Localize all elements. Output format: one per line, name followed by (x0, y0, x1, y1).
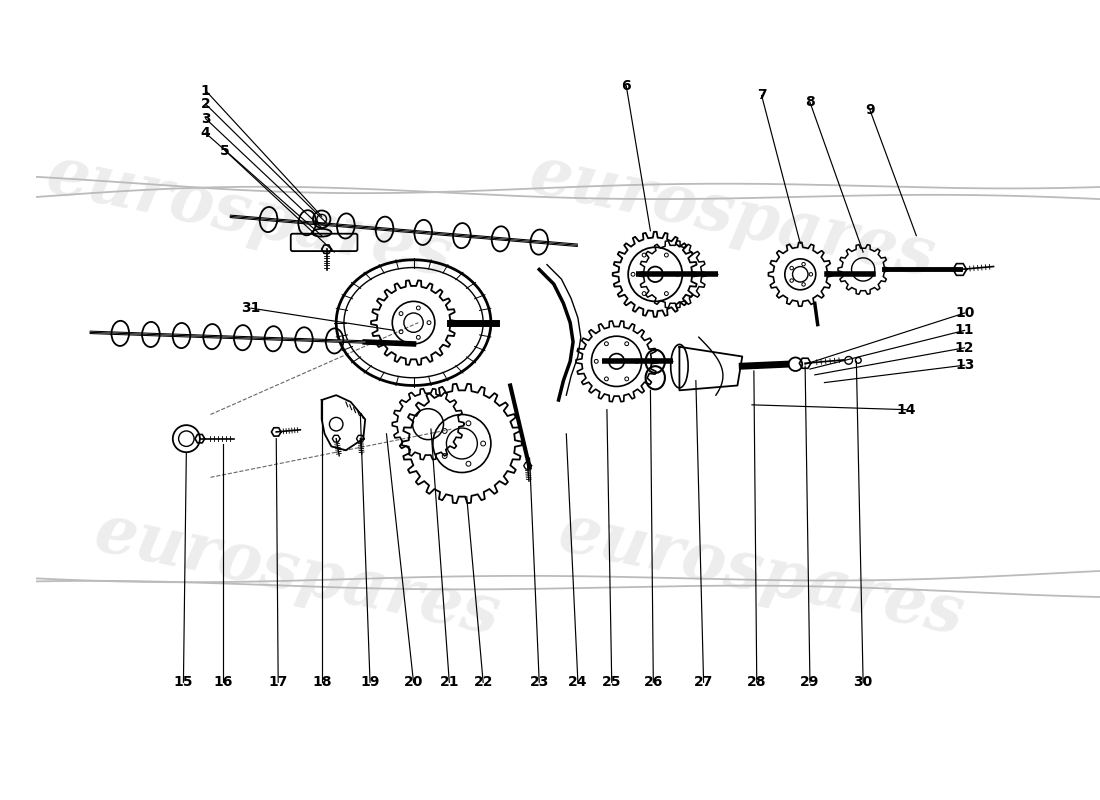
Text: 19: 19 (361, 675, 379, 690)
Text: 20: 20 (404, 675, 424, 690)
Text: 28: 28 (747, 675, 767, 690)
Text: 22: 22 (473, 675, 493, 690)
Text: 18: 18 (312, 675, 331, 690)
Text: 29: 29 (801, 675, 820, 690)
Text: 1: 1 (201, 84, 210, 98)
Text: 2: 2 (201, 97, 210, 111)
Text: 7: 7 (757, 89, 767, 102)
Text: 14: 14 (896, 402, 916, 417)
Text: eurospares: eurospares (41, 142, 458, 291)
Text: eurospares: eurospares (89, 499, 506, 649)
Text: 4: 4 (201, 126, 210, 140)
Text: 15: 15 (174, 675, 194, 690)
Text: 24: 24 (569, 675, 587, 690)
Text: 5: 5 (220, 143, 230, 158)
Text: 12: 12 (955, 341, 975, 354)
Text: eurospares: eurospares (524, 142, 942, 291)
Text: eurospares: eurospares (553, 499, 970, 649)
Text: 8: 8 (805, 95, 815, 110)
Text: 11: 11 (955, 323, 975, 338)
Text: 13: 13 (955, 358, 975, 372)
Text: 10: 10 (955, 306, 975, 320)
Text: 23: 23 (529, 675, 549, 690)
Text: 27: 27 (694, 675, 713, 690)
Text: 21: 21 (440, 675, 459, 690)
Text: 17: 17 (268, 675, 288, 690)
Text: 31: 31 (241, 301, 261, 315)
Text: 3: 3 (201, 112, 210, 126)
Text: 6: 6 (621, 78, 631, 93)
Text: 16: 16 (213, 675, 233, 690)
Text: 26: 26 (644, 675, 663, 690)
Text: 30: 30 (854, 675, 872, 690)
Text: 25: 25 (602, 675, 621, 690)
Text: 9: 9 (865, 103, 874, 117)
